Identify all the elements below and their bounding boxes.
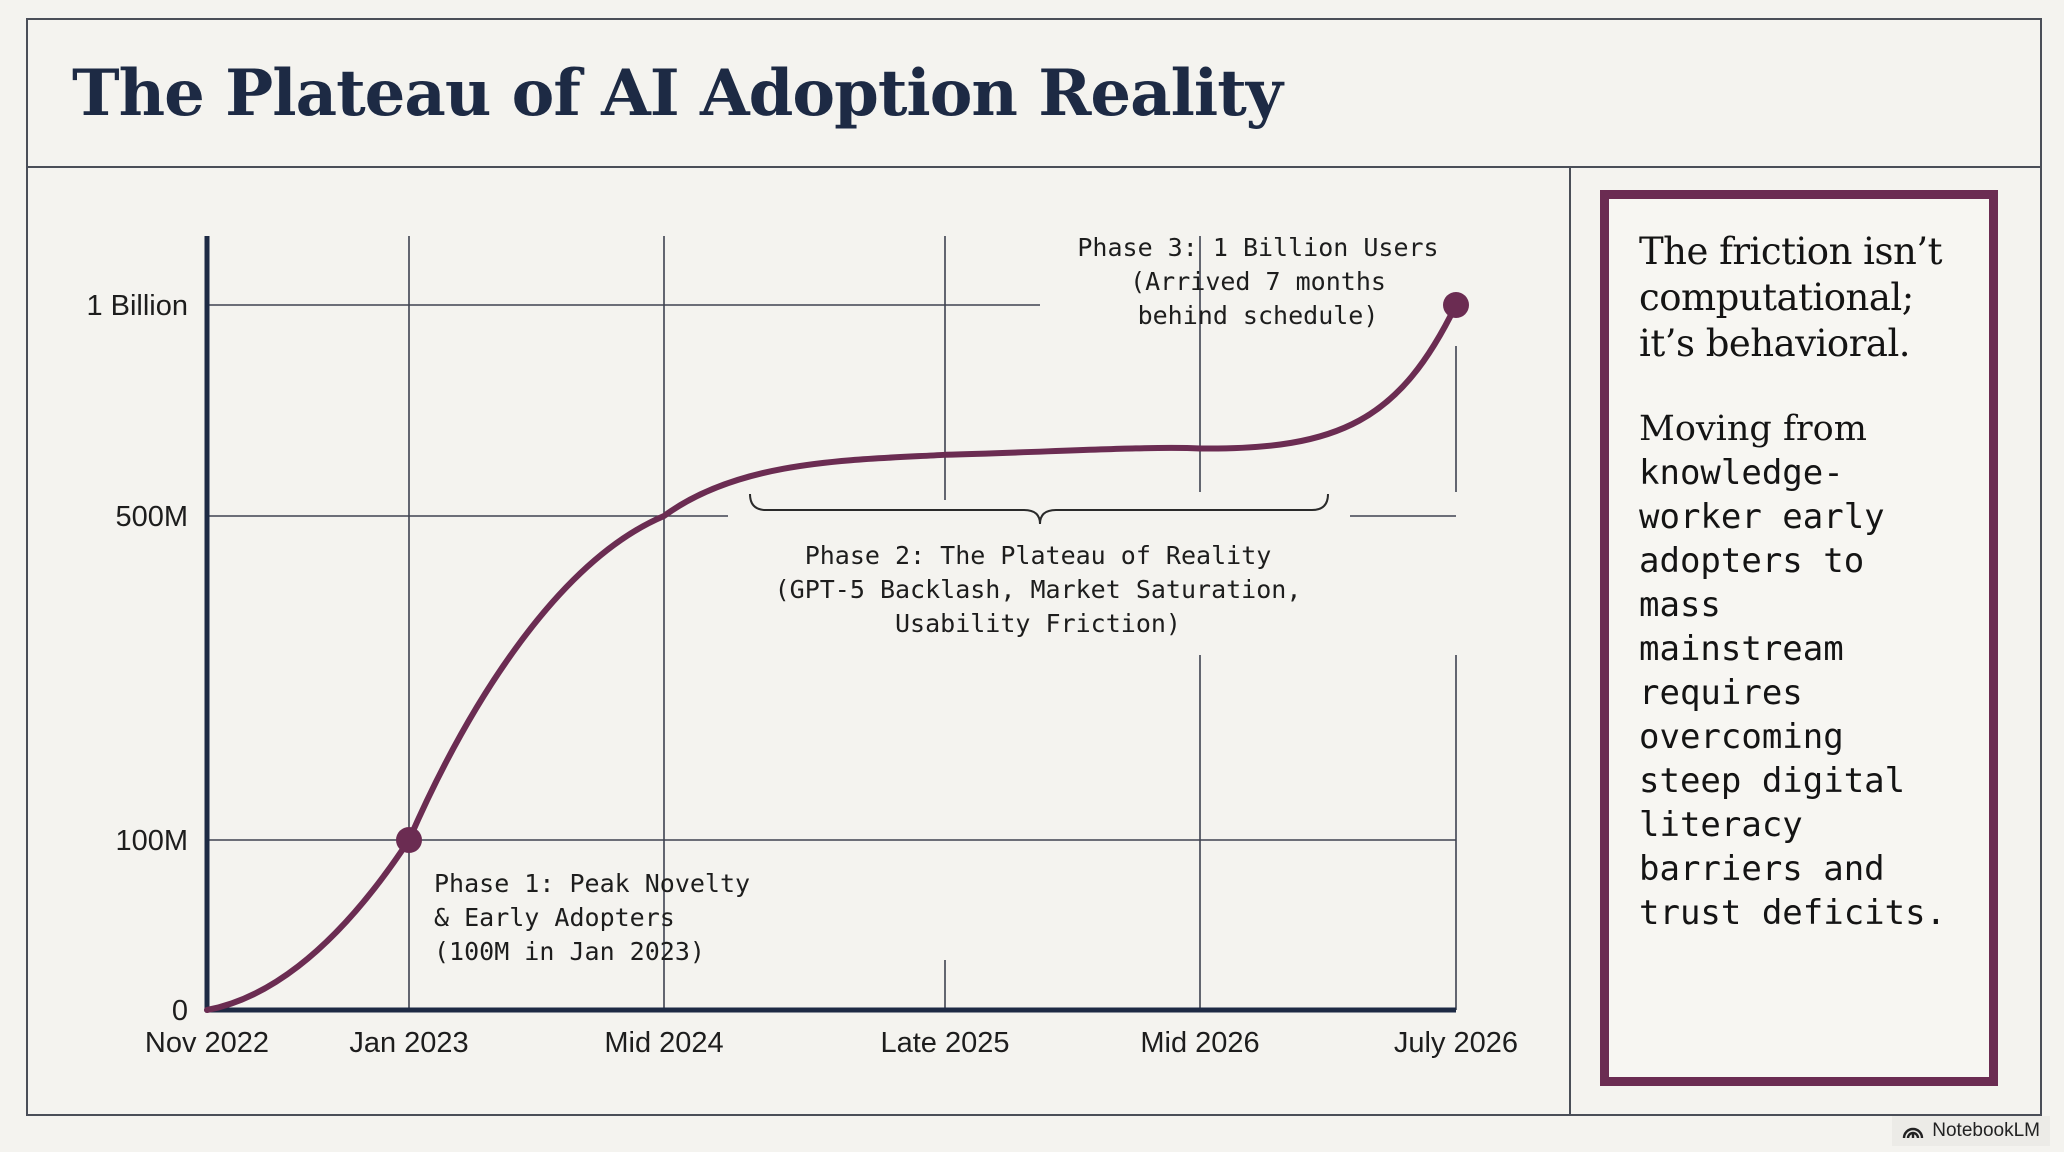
phase-milestone-point xyxy=(1443,292,1469,318)
notebooklm-watermark: NotebookLM xyxy=(1892,1116,2050,1146)
phase3-annotation: behind schedule) xyxy=(1138,301,1379,330)
footer-divider xyxy=(26,1114,2042,1116)
panel-divider xyxy=(1569,168,1571,1114)
page-title: The Plateau of AI Adoption Reality xyxy=(72,56,1283,131)
x-tick-label: Mid 2024 xyxy=(604,1027,723,1059)
y-tick-label: 500M xyxy=(115,501,188,533)
x-tick-label: Mid 2026 xyxy=(1140,1027,1259,1059)
title-divider xyxy=(26,166,2042,168)
insight-headline: The friction isn’t computational; it’s b… xyxy=(1639,230,1942,365)
phase2-annotation: Phase 2: The Plateau of Reality xyxy=(805,541,1272,570)
phase1-annotation: Phase 1: Peak Novelty xyxy=(434,869,750,898)
insight-body: Moving from knowledge- worker early adop… xyxy=(1639,407,1965,935)
watermark-label: NotebookLM xyxy=(1932,1120,2040,1141)
y-tick-label: 1 Billion xyxy=(86,290,188,322)
phase2-brace xyxy=(749,493,1329,525)
phase2-annotation: Usability Friction) xyxy=(895,609,1181,638)
phase3-annotation: (Arrived 7 months xyxy=(1130,267,1386,296)
insight-body-lead: Moving from xyxy=(1639,409,1867,449)
adoption-series-line xyxy=(204,302,1459,1013)
x-tick-label: Nov 2022 xyxy=(145,1027,269,1059)
x-tick-label: July 2026 xyxy=(1394,1027,1518,1059)
phase-milestone-point xyxy=(396,827,422,853)
y-tick-label: 100M xyxy=(115,825,188,857)
insight-callout: The friction isn’t computational; it’s b… xyxy=(1600,190,1998,1086)
x-tick-label: Jan 2023 xyxy=(349,1027,468,1059)
notebooklm-logo-icon xyxy=(1903,1127,1924,1139)
x-tick-label: Late 2025 xyxy=(880,1027,1009,1059)
phase3-annotation: Phase 3: 1 Billion Users xyxy=(1077,233,1438,262)
phase2-annotation: (GPT-5 Backlash, Market Saturation, xyxy=(775,575,1302,604)
phase1-annotation: (100M in Jan 2023) xyxy=(434,937,705,966)
phase1-annotation: & Early Adopters xyxy=(434,903,675,932)
insight-body-text: knowledge- worker early adopters to mass… xyxy=(1639,453,1947,933)
y-tick-label: 0 xyxy=(172,995,188,1027)
